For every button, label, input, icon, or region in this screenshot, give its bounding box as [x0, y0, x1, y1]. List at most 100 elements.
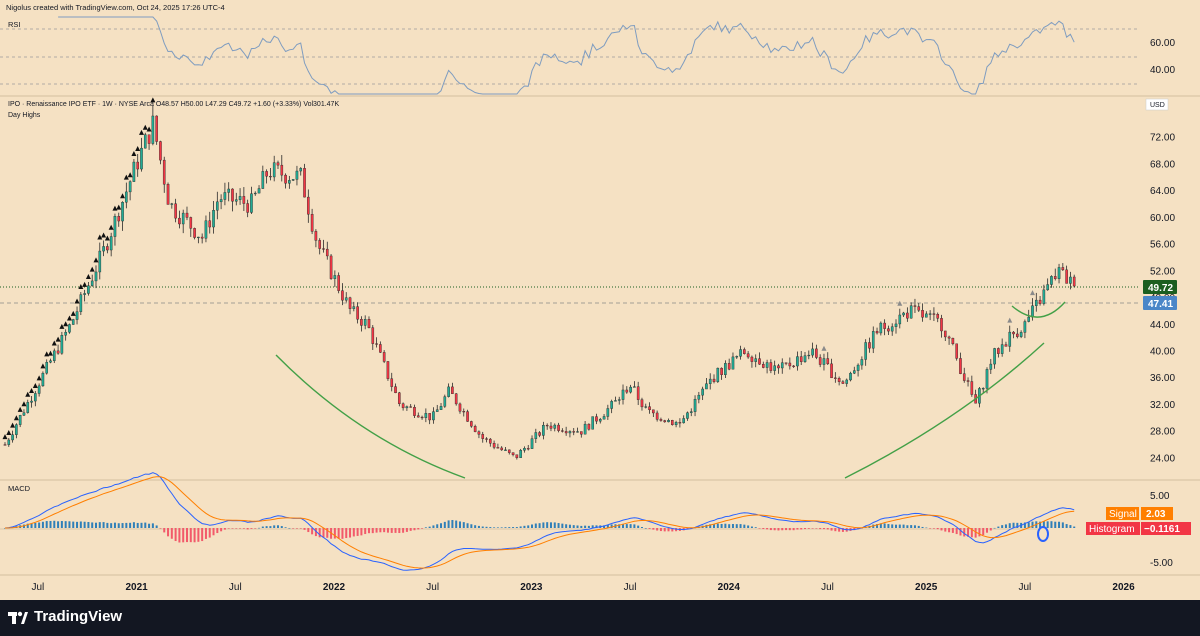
candle-body: [985, 369, 989, 389]
histogram-bar: [561, 523, 564, 528]
candle-body: [803, 355, 807, 362]
histogram-bar: [633, 524, 636, 528]
candle-body: [572, 431, 576, 433]
histogram-bar: [314, 528, 317, 537]
candle-body: [193, 228, 196, 238]
macd-tick-minus5: -5.00: [1150, 558, 1173, 569]
candle-body: [352, 306, 356, 309]
candle-body: [166, 184, 170, 205]
candle-body: [1004, 344, 1008, 347]
candle-body: [1072, 276, 1076, 287]
histogram-bar: [974, 528, 977, 538]
candle-body: [837, 378, 841, 382]
rsi-tick-40: 40.00: [1150, 65, 1175, 76]
histogram-bar: [451, 520, 454, 528]
candle-body: [500, 447, 503, 451]
candle-body: [60, 335, 64, 354]
histogram-bar: [963, 528, 966, 537]
histogram-bar: [656, 528, 659, 531]
histogram-bar: [1061, 522, 1064, 528]
candle-body: [435, 409, 439, 412]
candle-body: [981, 388, 985, 390]
histogram-bar: [204, 528, 207, 539]
histogram-bar: [895, 524, 898, 528]
candle-body: [871, 331, 875, 349]
candle-body: [470, 421, 473, 427]
candle-body: [807, 354, 811, 357]
candle-body: [329, 255, 333, 279]
candle-body: [458, 403, 462, 412]
candle-body: [591, 416, 594, 430]
histogram-bar: [493, 527, 496, 528]
candle-body: [731, 356, 735, 370]
time-axis-label: Jul: [821, 582, 834, 593]
histogram-bar: [258, 527, 261, 529]
day-high-marker: [78, 284, 84, 290]
histogram-bar: [470, 524, 473, 528]
candle-body: [485, 438, 488, 440]
histogram-bar: [546, 522, 549, 528]
candle-body: [542, 424, 545, 436]
histogram-bar: [386, 528, 389, 533]
histogram-bar: [417, 528, 420, 530]
histogram-bar: [91, 522, 94, 528]
histogram-bar: [1069, 525, 1072, 528]
histogram-bar: [261, 526, 264, 528]
chart-background: [0, 0, 1200, 600]
histogram-bar: [625, 524, 628, 528]
candle-body: [238, 196, 242, 200]
candle-body: [15, 424, 18, 435]
candle-body: [1046, 284, 1049, 291]
candle-body: [799, 356, 803, 362]
day-high-marker: [55, 336, 61, 342]
candle-body: [735, 356, 739, 358]
candle-body: [507, 449, 511, 453]
candle-body: [83, 293, 86, 295]
candle-body: [447, 386, 450, 397]
candle-body: [439, 406, 443, 410]
candle-body: [390, 378, 394, 387]
candle-body: [648, 406, 651, 411]
candle-body: [576, 431, 579, 433]
currency-box[interactable]: [1145, 98, 1169, 111]
candle-body: [18, 415, 22, 425]
candle-body: [663, 420, 667, 423]
candle-body: [276, 162, 280, 166]
histogram-bar: [603, 525, 606, 528]
histogram-bar: [208, 528, 211, 538]
histogram-bar: [925, 527, 928, 529]
histogram-bar: [610, 524, 613, 528]
candle-body: [284, 174, 287, 184]
histogram-bar: [993, 527, 996, 529]
histogram-bar: [538, 523, 541, 528]
time-axis-label: Jul: [229, 582, 242, 593]
histogram-bar: [76, 521, 79, 528]
histogram-bar: [367, 528, 370, 534]
candle-body: [322, 248, 325, 250]
candle-body: [928, 313, 932, 315]
histogram-bar: [800, 528, 803, 530]
candle-body: [909, 305, 913, 319]
candle-body: [462, 411, 466, 413]
histogram-bar: [648, 528, 651, 529]
candle-body: [128, 181, 132, 193]
day-high-marker: [89, 266, 95, 272]
histogram-bar: [148, 523, 151, 528]
candle-body: [796, 356, 799, 367]
candle-body: [34, 393, 37, 402]
candle-body: [1061, 267, 1065, 271]
signal-value: 2.03: [1146, 509, 1166, 520]
histogram-bar: [462, 522, 465, 528]
histogram-bar: [989, 528, 992, 531]
signal-value-box: [1141, 507, 1173, 520]
ma-price-value: 47.41: [1148, 299, 1173, 310]
candle-body: [257, 188, 261, 194]
candle-body: [993, 348, 996, 365]
candle-body: [959, 358, 962, 374]
histogram-bar: [345, 528, 348, 539]
candle-body: [890, 326, 894, 332]
histogram-bar: [239, 528, 242, 529]
histogram-bar: [948, 528, 951, 533]
candle-body: [348, 297, 352, 309]
histogram-bar: [481, 526, 484, 528]
